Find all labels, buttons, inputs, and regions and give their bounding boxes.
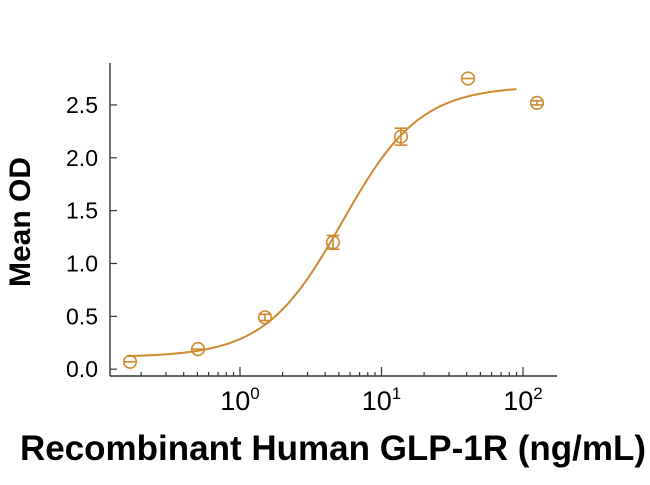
svg-text:2.0: 2.0 xyxy=(66,145,98,171)
svg-text:0.5: 0.5 xyxy=(66,303,98,329)
svg-text:1.0: 1.0 xyxy=(66,251,98,277)
svg-text:0.0: 0.0 xyxy=(66,356,98,382)
svg-text:2.5: 2.5 xyxy=(66,92,98,118)
svg-text:Mean OD: Mean OD xyxy=(4,157,37,287)
svg-text:1.5: 1.5 xyxy=(66,198,98,224)
svg-text:Recombinant Human GLP-1R (ng/m: Recombinant Human GLP-1R (ng/mL) xyxy=(20,429,646,468)
